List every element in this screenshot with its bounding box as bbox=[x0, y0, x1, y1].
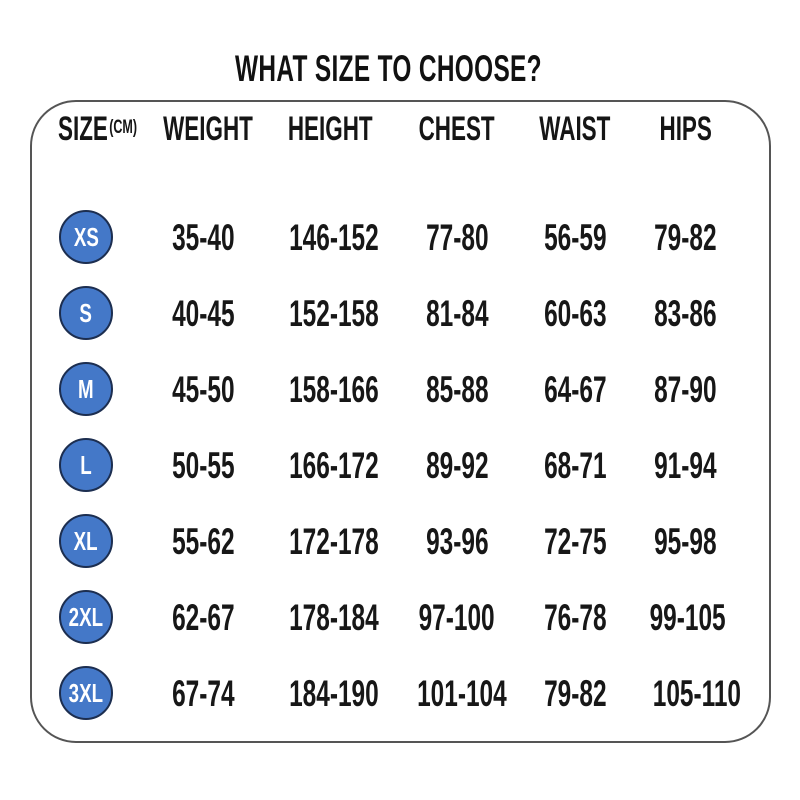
column-header-height: HEIGHT bbox=[287, 110, 373, 148]
table-row: XS 35-40 146-152 77-80 56-59 79-82 bbox=[32, 199, 769, 275]
table-row: S 40-45 152-158 81-84 60-63 83-86 bbox=[32, 275, 769, 351]
hips-cell: 87-90 bbox=[654, 368, 717, 410]
chest-cell: 93-96 bbox=[425, 520, 489, 562]
height-cell: 146-152 bbox=[289, 216, 379, 258]
size-cell: M bbox=[32, 362, 140, 416]
size-cell: 3XL bbox=[32, 666, 140, 720]
size-badge-label: M bbox=[78, 374, 94, 404]
weight-cell: 62-67 bbox=[171, 596, 235, 638]
chest-cell: 85-88 bbox=[425, 368, 489, 410]
size-badge-label: S bbox=[79, 298, 93, 328]
page-title-text: WHAT SIZE TO CHOOSE? bbox=[234, 48, 542, 89]
size-badge-label: 2XL bbox=[68, 602, 104, 632]
size-cell: XS bbox=[32, 210, 140, 264]
table-row: XL 55-62 172-178 93-96 72-75 95-98 bbox=[32, 503, 769, 579]
size-badge: XS bbox=[59, 210, 113, 264]
size-badge-label: XS bbox=[73, 222, 99, 252]
chest-cell: 89-92 bbox=[425, 444, 489, 486]
size-header-label: SIZE bbox=[58, 110, 108, 148]
hips-cell: 99-105 bbox=[649, 596, 726, 638]
size-badge: 3XL bbox=[59, 666, 113, 720]
size-cell: L bbox=[32, 438, 140, 492]
size-badge-label: XL bbox=[74, 526, 98, 556]
weight-cell: 55-62 bbox=[171, 520, 235, 562]
chest-cell: 101-104 bbox=[417, 672, 507, 714]
size-badge-label: L bbox=[80, 450, 92, 480]
chest-cell: 77-80 bbox=[425, 216, 489, 258]
table-row: M 45-50 158-166 85-88 64-67 87-90 bbox=[32, 351, 769, 427]
weight-cell: 45-50 bbox=[171, 368, 235, 410]
size-badge: L bbox=[59, 438, 113, 492]
waist-cell: 79-82 bbox=[543, 672, 607, 714]
size-badge: 2XL bbox=[59, 590, 113, 644]
size-badge: S bbox=[59, 286, 113, 340]
waist-cell: 64-67 bbox=[543, 368, 607, 410]
column-header-size: SIZE(CM) bbox=[32, 112, 140, 146]
weight-cell: 35-40 bbox=[171, 216, 235, 258]
hips-cell: 95-98 bbox=[654, 520, 717, 562]
height-cell: 152-158 bbox=[289, 292, 379, 334]
waist-cell: 72-75 bbox=[543, 520, 607, 562]
table-row: 3XL 67-74 184-190 101-104 79-82 105-110 bbox=[32, 655, 769, 731]
column-header-chest: CHEST bbox=[418, 110, 496, 148]
chest-cell: 81-84 bbox=[425, 292, 489, 334]
hips-cell: 91-94 bbox=[654, 444, 717, 486]
height-cell: 166-172 bbox=[289, 444, 379, 486]
size-cell: S bbox=[32, 286, 140, 340]
size-cell: 2XL bbox=[32, 590, 140, 644]
weight-cell: 67-74 bbox=[171, 672, 235, 714]
column-header-hips: HIPS bbox=[659, 110, 712, 148]
column-header-waist: WAIST bbox=[539, 110, 611, 148]
size-cell: XL bbox=[32, 514, 140, 568]
size-table-panel: SIZE(CM) WEIGHT HEIGHT CHEST WAIST HIPS … bbox=[30, 100, 771, 743]
waist-cell: 68-71 bbox=[543, 444, 607, 486]
height-cell: 184-190 bbox=[289, 672, 379, 714]
waist-cell: 76-78 bbox=[543, 596, 607, 638]
page-title: WHAT SIZE TO CHOOSE? bbox=[0, 48, 776, 90]
size-badge: M bbox=[59, 362, 113, 416]
weight-cell: 40-45 bbox=[171, 292, 235, 334]
table-row: 2XL 62-67 178-184 97-100 76-78 99-105 bbox=[32, 579, 769, 655]
column-header-weight: WEIGHT bbox=[163, 110, 253, 148]
table-header-row: SIZE(CM) WEIGHT HEIGHT CHEST WAIST HIPS bbox=[32, 102, 769, 156]
table-body: XS 35-40 146-152 77-80 56-59 79-82 S 40-… bbox=[32, 199, 769, 731]
height-cell: 158-166 bbox=[289, 368, 379, 410]
hips-cell: 105-110 bbox=[652, 672, 742, 714]
hips-cell: 79-82 bbox=[654, 216, 717, 258]
height-cell: 172-178 bbox=[289, 520, 379, 562]
size-badge: XL bbox=[59, 514, 113, 568]
chest-cell: 97-100 bbox=[418, 596, 496, 638]
unit-note: (CM) bbox=[109, 117, 138, 138]
waist-cell: 56-59 bbox=[543, 216, 607, 258]
weight-cell: 50-55 bbox=[171, 444, 235, 486]
table-row: L 50-55 166-172 89-92 68-71 91-94 bbox=[32, 427, 769, 503]
size-badge-label: 3XL bbox=[68, 678, 104, 708]
hips-cell: 83-86 bbox=[654, 292, 717, 334]
height-cell: 178-184 bbox=[289, 596, 379, 638]
waist-cell: 60-63 bbox=[543, 292, 607, 334]
